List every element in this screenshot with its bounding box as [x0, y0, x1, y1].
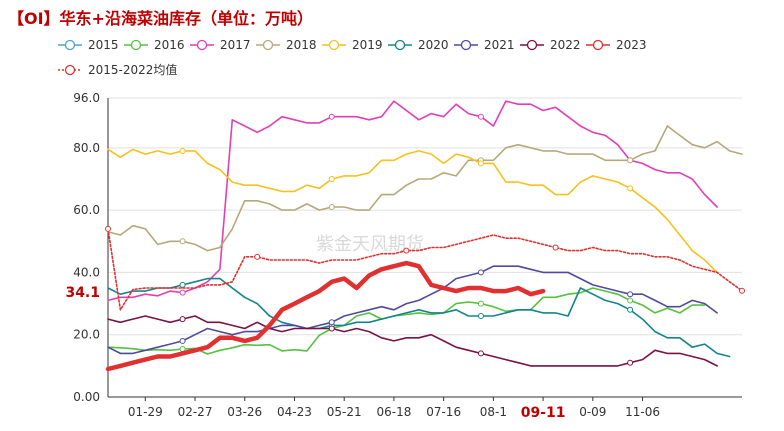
- series-line: [105, 260, 546, 372]
- series-marker: [328, 113, 335, 120]
- legend-label: 2016: [154, 38, 185, 52]
- series-marker: [179, 238, 186, 245]
- legend-marker-icon: [526, 39, 538, 51]
- y-tick-label: 96.0: [73, 91, 100, 105]
- series-marker: [627, 157, 634, 164]
- legend-marker-icon: [64, 39, 76, 51]
- x-tick-label: 05-21: [327, 405, 362, 419]
- y-tick-label: 20.0: [73, 328, 100, 342]
- legend-label: 2020: [418, 38, 449, 52]
- legend-item[interactable]: 2018: [256, 38, 317, 52]
- series-marker: [179, 281, 186, 288]
- legend-item[interactable]: 2017: [190, 38, 251, 52]
- legend-label: 2017: [220, 38, 251, 52]
- x-tick-label: 0-09: [579, 405, 606, 419]
- y-tick-label: 60.0: [73, 203, 100, 217]
- series-marker: [328, 319, 335, 326]
- series-marker: [328, 325, 335, 332]
- series-marker: [477, 313, 484, 320]
- legend-label: 2015: [88, 38, 119, 52]
- legend: 2015 2016 2017 2018 2019 2020 2021 2022 2023 2015…: [58, 38, 647, 77]
- watermark-text: 紫金天风期货: [316, 234, 424, 255]
- legend-marker-icon: [196, 39, 208, 51]
- series-marker: [627, 185, 634, 192]
- series-marker: [627, 359, 634, 366]
- series-marker: [477, 113, 484, 120]
- series-marker: [179, 147, 186, 154]
- x-tick-label: 06-18: [376, 405, 411, 419]
- series-marker: [739, 287, 745, 294]
- series-marker: [627, 297, 634, 304]
- annotation-box: [63, 280, 105, 302]
- series-marker: [254, 253, 261, 260]
- series-line: [107, 287, 706, 355]
- series-marker: [179, 316, 186, 323]
- legend-label: 2021: [484, 38, 515, 52]
- x-tick-label: 03-26: [227, 405, 262, 419]
- series-line: [107, 315, 718, 367]
- y-tick-label: 80.0: [73, 141, 100, 155]
- x-tick-label: 07-16: [426, 405, 461, 419]
- legend-item[interactable]: 2023: [586, 38, 647, 52]
- y-tick-label: 0.00: [73, 390, 100, 404]
- series-marker: [477, 300, 484, 307]
- x-tick-label: 08-1: [480, 405, 507, 419]
- legend-item[interactable]: 2022: [520, 38, 581, 52]
- legend-label: 2022: [550, 38, 581, 52]
- legend-item[interactable]: 2020: [388, 38, 449, 52]
- legend-marker-icon: [64, 64, 76, 76]
- x-tick-label: 01-29: [128, 405, 163, 419]
- series-marker: [328, 204, 335, 211]
- series-marker: [477, 269, 484, 276]
- series-marker: [403, 247, 410, 254]
- legend-marker-icon: [592, 39, 604, 51]
- legend-marker-icon: [130, 39, 142, 51]
- x-tick-label: 11-06: [625, 405, 660, 419]
- series-marker: [552, 244, 559, 251]
- series-line: [107, 265, 718, 355]
- series-lines: [105, 100, 745, 372]
- series-marker: [477, 160, 484, 167]
- series-marker: [477, 350, 484, 357]
- legend-label: 2023: [616, 38, 647, 52]
- series-line: [107, 277, 731, 358]
- legend-item[interactable]: 2015: [58, 38, 119, 52]
- legend-item[interactable]: 2019: [322, 38, 383, 52]
- x-tick-label: 09-11: [521, 405, 566, 421]
- series-line: [107, 125, 743, 252]
- y-tick-label: 40.0: [73, 265, 100, 279]
- x-tick-label: 04-23: [277, 405, 312, 419]
- legend-marker-icon: [328, 39, 340, 51]
- value-annotation: 34.1: [63, 280, 105, 302]
- legend-item[interactable]: 2016: [124, 38, 185, 52]
- legend-marker-icon: [394, 39, 406, 51]
- series-marker: [328, 175, 335, 182]
- series-line: [107, 228, 743, 311]
- annotations: 34.1: [63, 280, 105, 302]
- chart-title: 【OI】华东+沿海菜油库存（单位：万吨）: [8, 9, 313, 28]
- axes: 0.00 20.0 40.0 60.0 80.0 96.0 01-29 02-27 03-26 0…: [73, 91, 742, 421]
- legend-label: 2018: [286, 38, 317, 52]
- series-marker: [627, 291, 634, 298]
- series-marker: [627, 306, 634, 313]
- legend-item[interactable]: 2021: [454, 38, 515, 52]
- legend-marker-icon: [460, 39, 472, 51]
- chart-header: 【OI】华东+沿海菜油库存（单位：万吨）: [0, 0, 784, 30]
- series-marker: [179, 289, 186, 296]
- x-tick-label: 02-27: [178, 405, 213, 419]
- series-marker: [179, 337, 186, 344]
- legend-label: 2019: [352, 38, 383, 52]
- series-marker: [105, 225, 111, 232]
- legend-marker-icon: [262, 39, 274, 51]
- legend-item[interactable]: 2015-2022均值: [58, 62, 177, 77]
- annotation-text: 34.1: [65, 285, 100, 301]
- series-line: [107, 100, 718, 302]
- series-line: [107, 148, 718, 274]
- legend-label: 2015-2022均值: [88, 62, 177, 77]
